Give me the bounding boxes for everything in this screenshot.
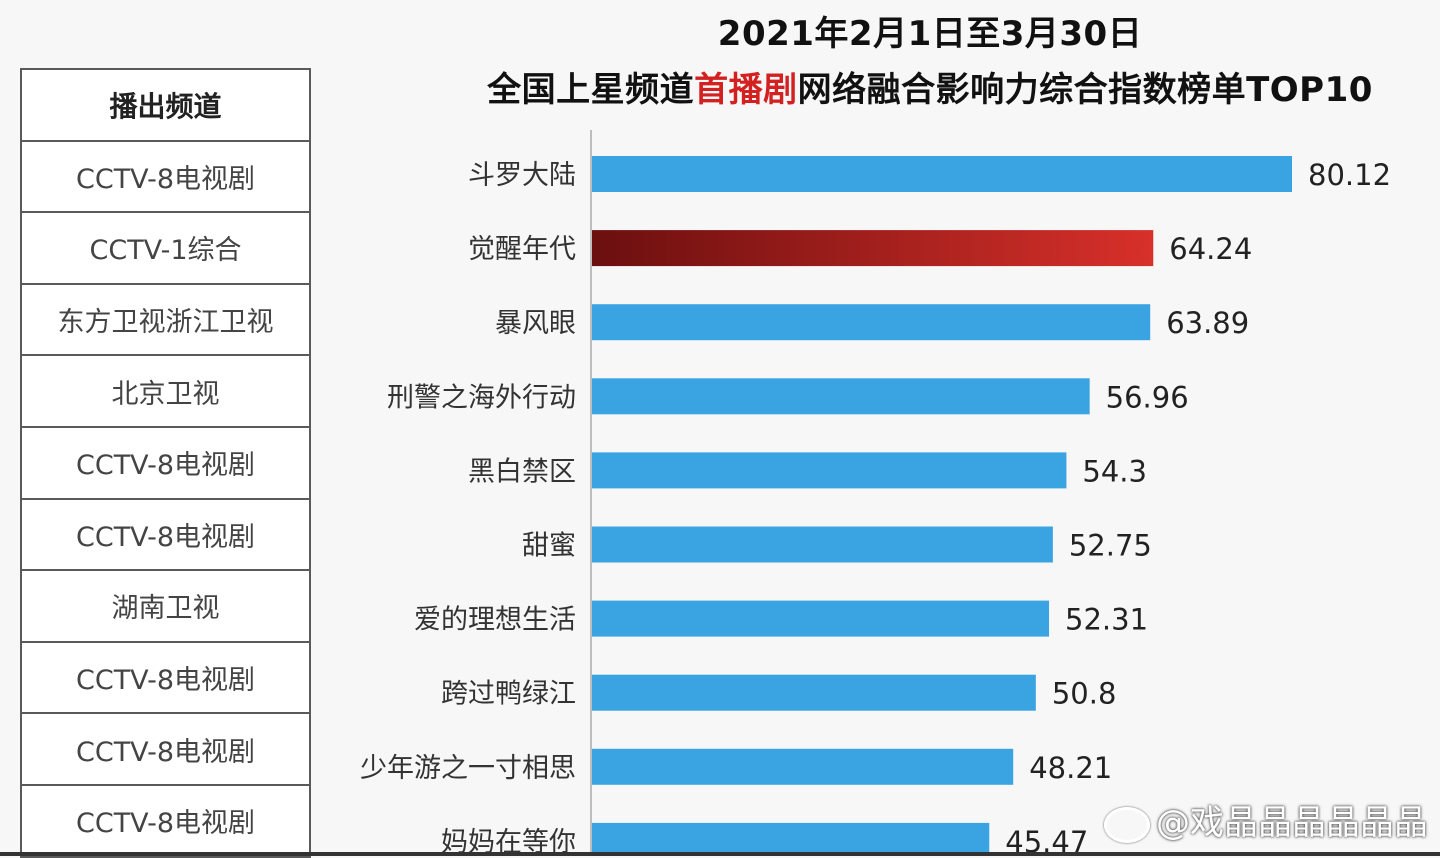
title-highlight: 首播剧 (694, 70, 798, 110)
title-part-1: 全国上星频道 (487, 70, 695, 110)
category-label: 妈妈在等你 (441, 827, 576, 852)
value-label: 63.89 (1166, 306, 1249, 340)
channel-row: CCTV-8电视剧 (22, 786, 309, 858)
bar (592, 452, 1067, 489)
weibo-logo-icon (1104, 806, 1150, 843)
category-label: 跨过鸭绿江 (441, 679, 576, 710)
category-label: 斗罗大陆 (468, 160, 576, 191)
bar (592, 230, 1154, 267)
category-label: 暴风眼 (495, 308, 576, 339)
channel-row: CCTV-8电视剧 (22, 428, 309, 500)
channel-row: CCTV-8电视剧 (22, 643, 309, 715)
title-date-range: 2021年2月1日至3月30日 (717, 14, 1143, 54)
channel-row: CCTV-8电视剧 (22, 500, 309, 572)
value-label: 54.3 (1082, 454, 1147, 488)
channel-row: CCTV-8电视剧 (22, 714, 309, 786)
channel-row: 东方卫视浙江卫视 (22, 285, 309, 357)
channel-row: 湖南卫视 (22, 571, 309, 643)
watermark-text: @戏晶晶晶晶晶晶 (1156, 803, 1428, 843)
category-label: 少年游之一寸相思 (360, 753, 576, 784)
bar (592, 304, 1151, 341)
value-label: 45.47 (1005, 825, 1088, 852)
bar (592, 822, 990, 852)
value-label: 48.21 (1029, 751, 1112, 785)
category-label: 黑白禁区 (468, 456, 576, 487)
bar-chart: 斗罗大陆 80.12 觉醒年代 64.24 暴风眼 63.89 刑警之海外行动 56.96 黑白… (360, 130, 1391, 852)
value-label: 52.75 (1069, 529, 1152, 563)
channel-row: CCTV-1综合 (22, 213, 309, 285)
title-main: 全国上星频道首播剧网络融合影响力综合指数榜单TOP10 (430, 62, 1430, 111)
channel-row: 北京卫视 (22, 356, 309, 428)
category-label: 甜蜜 (522, 531, 576, 562)
category-label: 爱的理想生活 (414, 605, 576, 636)
channel-table: 播出频道 CCTV-8电视剧 CCTV-1综合 东方卫视浙江卫视 北京卫视 CC… (20, 68, 311, 858)
bar (592, 378, 1090, 415)
value-label: 80.12 (1308, 158, 1391, 192)
bottom-bar (0, 852, 1440, 856)
bar (592, 600, 1050, 637)
category-label: 觉醒年代 (468, 234, 576, 265)
bar (592, 674, 1036, 711)
category-label: 刑警之海外行动 (387, 382, 576, 413)
bar (592, 748, 1014, 785)
value-label: 50.8 (1052, 677, 1117, 711)
value-label: 64.24 (1169, 232, 1252, 266)
title-part-2: 网络融合影响力综合指数榜单TOP10 (797, 70, 1373, 110)
bar (592, 526, 1053, 563)
watermark: @戏晶晶晶晶晶晶 (1104, 795, 1428, 844)
channel-row: CCTV-8电视剧 (22, 142, 309, 214)
bar (592, 156, 1292, 192)
channel-table-header: 播出频道 (22, 70, 309, 142)
value-label: 56.96 (1106, 380, 1189, 414)
value-label: 52.31 (1065, 603, 1148, 637)
